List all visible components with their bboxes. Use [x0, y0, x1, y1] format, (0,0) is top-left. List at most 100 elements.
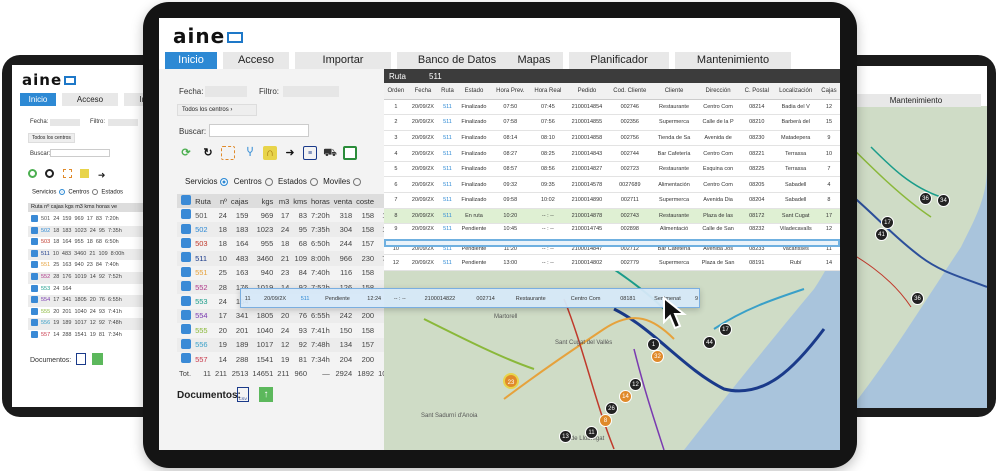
col-cajas[interactable]: cajas	[228, 194, 251, 208]
map-marker[interactable]: 17	[719, 323, 732, 336]
order-row[interactable]: 3 20/09/2X 511 Finalizado 08:14 08:10 21000148…	[384, 130, 840, 147]
orders-col-header[interactable]: Hora Real	[529, 83, 567, 100]
left-route-row[interactable]: 511 10 483 3460 21 109 8:00h	[28, 248, 188, 261]
route-checkbox[interactable]	[177, 280, 193, 294]
left-arrow-icon[interactable]: ➜	[97, 170, 106, 180]
right-map-marker[interactable]: 17	[881, 216, 894, 229]
left-route-checkbox[interactable]	[31, 226, 38, 234]
left-doc-icon[interactable]	[76, 353, 86, 365]
document-icon[interactable]: ≡	[303, 146, 317, 160]
map-marker[interactable]: 12	[629, 378, 642, 391]
csv-file-icon[interactable]: CSV	[237, 387, 249, 402]
left-route-row[interactable]: 554 17 341 1805 20 76 6:55h	[28, 295, 188, 307]
right-map-marker[interactable]: 34	[937, 194, 950, 207]
right-map-marker[interactable]: 41	[875, 228, 888, 241]
route-checkbox[interactable]	[177, 294, 193, 308]
left-route-checkbox[interactable]	[31, 284, 38, 292]
left-route-checkbox[interactable]	[31, 307, 38, 315]
map-marker[interactable]: 44	[703, 336, 716, 349]
right-map-marker[interactable]: 36	[911, 292, 924, 305]
left-tab-acceso[interactable]: Acceso	[62, 93, 118, 106]
col-m3[interactable]: m3	[275, 194, 292, 208]
col-venta[interactable]: venta	[331, 194, 355, 208]
route-checkbox[interactable]	[177, 352, 193, 366]
left-route-checkbox[interactable]	[31, 319, 38, 327]
orders-col-header[interactable]: Cliente	[652, 83, 697, 100]
map-marker[interactable]: 13	[559, 430, 572, 443]
reload-icon[interactable]: ↻	[203, 147, 213, 159]
left-route-row[interactable]: 555 20 201 1040 24 93 7:41h	[28, 307, 188, 319]
route-checkbox[interactable]	[177, 323, 193, 337]
col-ruta[interactable]: Ruta	[193, 194, 213, 208]
mobile-icon[interactable]	[343, 146, 357, 160]
left-export-icon[interactable]	[92, 353, 103, 365]
tab-mapas[interactable]: Mapas	[505, 52, 563, 69]
order-row[interactable]: 9 20/09/2X 511 Pendiente 10:45 -- : -- 2100014…	[384, 223, 840, 240]
left-buscar-input[interactable]	[50, 149, 110, 157]
tab-importar[interactable]: Importar	[295, 52, 391, 69]
left-filtro-input[interactable]	[108, 119, 138, 126]
tab-inicio[interactable]: Inicio	[165, 52, 217, 69]
forward-arrow-icon[interactable]: ➜	[285, 147, 295, 159]
left-route-row[interactable]: 502 18 183 1023 24 95 7:35h	[28, 225, 188, 238]
centros-radio[interactable]	[264, 177, 273, 186]
left-route-checkbox[interactable]	[31, 261, 38, 269]
order-row[interactable]: 2 20/09/2X 511 Finalizado 07:58 07:56 21000148…	[384, 114, 840, 131]
left-route-checkbox[interactable]	[31, 273, 38, 281]
buscar-input[interactable]	[209, 124, 309, 137]
map-marker[interactable]: 26	[605, 402, 618, 415]
orders-col-header[interactable]: C. Postal	[740, 83, 774, 100]
order-row[interactable]: 1 20/09/2X 511 Finalizado 07:50 07:45 21000148…	[384, 99, 840, 116]
left-refresh-icon[interactable]	[28, 169, 37, 178]
tab-mantenimiento[interactable]: Mantenimiento	[675, 52, 791, 69]
map-marker[interactable]: 14	[619, 390, 632, 403]
col-coste[interactable]: coste	[354, 194, 377, 208]
col-n[interactable]: nº	[212, 194, 229, 208]
orders-col-header[interactable]: Ruta	[438, 83, 457, 100]
orders-col-header[interactable]: Hora Prev.	[491, 83, 530, 100]
map-marker[interactable]: 23	[503, 373, 519, 389]
orders-col-header[interactable]: Localización	[773, 83, 818, 100]
select-all-checkbox[interactable]	[177, 194, 194, 208]
order-row[interactable]: 5 20/09/2X 511 Finalizado 08:57 08:56 21000148…	[384, 161, 840, 178]
orders-col-header[interactable]: Orden	[384, 83, 408, 100]
map-marker[interactable]: 8	[599, 414, 612, 427]
route-checkbox[interactable]	[177, 338, 193, 352]
left-tab-inicio[interactable]: Inicio	[20, 93, 56, 106]
tab-acceso[interactable]: Acceso	[223, 52, 289, 69]
tab-banco-de-datos[interactable]: Banco de Datos	[397, 52, 517, 69]
left-route-row[interactable]: 556 19 189 1017 12 92 7:48h	[28, 318, 188, 330]
route-checkbox[interactable]	[177, 237, 193, 251]
orders-col-header[interactable]: Estado	[456, 83, 492, 100]
left-route-checkbox[interactable]	[31, 296, 38, 304]
split-icon[interactable]: Ⴤ	[246, 147, 254, 159]
left-fecha-input[interactable]	[50, 119, 80, 126]
left-route-checkbox[interactable]	[31, 330, 38, 338]
left-route-row[interactable]: 553 24 164	[28, 284, 188, 296]
orders-col-header[interactable]: Cajas	[817, 83, 840, 100]
merge-icon[interactable]: ∩	[263, 146, 277, 160]
order-row[interactable]: 7 20/09/2X 511 Finalizado 09:58 10:02 21000148…	[384, 192, 840, 209]
estados-radio[interactable]	[309, 177, 318, 186]
route-checkbox[interactable]	[177, 266, 193, 280]
orders-col-header[interactable]: Dirección	[696, 83, 741, 100]
moviles-radio[interactable]	[353, 177, 362, 186]
right-tab-mantenimiento[interactable]: Mantenimiento	[851, 94, 981, 107]
left-route-checkbox[interactable]	[31, 238, 38, 246]
left-merge-icon[interactable]	[80, 169, 90, 178]
order-row[interactable]: 4 20/09/2X 511 Finalizado 08:27 08:25 21000148…	[384, 145, 840, 162]
left-reload-icon[interactable]	[45, 169, 55, 178]
left-select-icon[interactable]	[62, 169, 72, 178]
upload-icon[interactable]: ↑	[259, 387, 273, 402]
route-checkbox[interactable]	[177, 251, 193, 265]
order-row[interactable]: 6 20/09/2X 511 Finalizado 09:32 09:35 21000145…	[384, 176, 840, 194]
truck-icon[interactable]: ⛟	[323, 147, 337, 159]
